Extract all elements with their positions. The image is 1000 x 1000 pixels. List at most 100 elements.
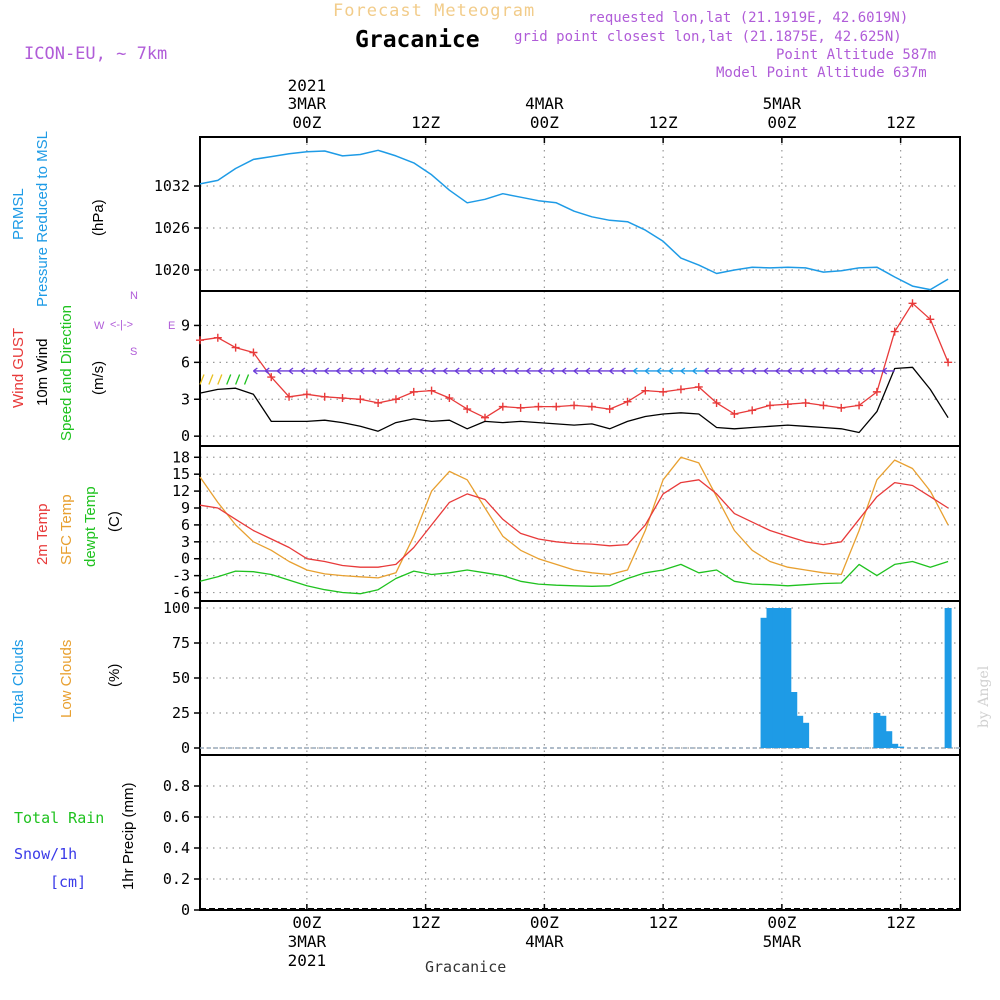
wind-direction-arrow — [431, 367, 444, 375]
compass-s: S — [130, 346, 138, 358]
clouds-unit: (%) — [106, 663, 123, 687]
y-tick-label: 3 — [181, 533, 190, 551]
wind-direction-arrow — [419, 367, 432, 375]
y-tick-label: 1026 — [154, 219, 190, 237]
gust-marker — [801, 398, 810, 407]
date-label-bottom: 5MAR — [763, 932, 802, 951]
pressure-unit: (hPa) — [90, 199, 107, 236]
y-tick-label: 0 — [181, 901, 190, 919]
wind-line — [199, 366, 949, 434]
gust-marker — [570, 401, 579, 410]
gust-marker — [730, 410, 739, 419]
x-tick-label-top: 12Z — [886, 113, 915, 132]
y-tick-label: 15 — [172, 465, 190, 483]
footer-location: Gracanice — [425, 958, 507, 976]
compass-arrows-icon: <-|-> — [110, 319, 134, 331]
x-tick-label-bottom: 00Z — [530, 913, 559, 932]
y-tick-label: 6 — [181, 516, 190, 534]
wind-direction-arrow — [882, 367, 895, 375]
wind-direction-arrow — [478, 367, 491, 375]
gust-marker — [623, 397, 632, 406]
gust-marker — [374, 398, 383, 407]
gust-marker — [926, 315, 935, 324]
gust-marker — [534, 402, 543, 411]
gust-marker — [748, 406, 757, 415]
pressure-label-2: Pressure Reduced to MSL — [34, 131, 51, 307]
wind-direction-arrow — [395, 367, 408, 375]
gust-marker — [338, 394, 347, 403]
dewpt-line — [199, 560, 949, 595]
x-tick-label-bottom: 12Z — [411, 913, 440, 932]
compass-w: W — [94, 320, 105, 332]
cloud-bar — [873, 713, 881, 748]
gust-marker — [837, 403, 846, 412]
panel-frame — [199, 290, 961, 447]
year-label-bottom: 2021 — [288, 951, 327, 970]
gust-marker — [552, 402, 561, 411]
x-tick-label-top: 12Z — [411, 113, 440, 132]
wind-label: 10m Wind — [34, 338, 51, 406]
cloud-bar — [778, 608, 786, 748]
wind-direction-arrow — [716, 367, 729, 375]
panel-frame — [199, 136, 961, 292]
gust-marker — [855, 401, 864, 410]
wind-direction-arrow — [252, 367, 266, 375]
wind-direction-arrow — [407, 367, 420, 375]
y-tick-label: 0 — [181, 739, 190, 757]
gust-marker — [231, 343, 240, 352]
x-tick-label-top: 00Z — [767, 113, 796, 132]
y-tick-label: 25 — [172, 704, 190, 722]
wind-direction-arrow — [549, 367, 563, 375]
y-tick-label: 0.6 — [163, 808, 190, 826]
wind-direction-arrow — [276, 367, 290, 375]
wind-unit: (m/s) — [90, 360, 107, 395]
wind-direction-arrow — [490, 367, 503, 375]
cloud-bar — [885, 731, 893, 748]
wind-direction-arrow — [727, 367, 741, 375]
gust-marker — [587, 402, 596, 411]
gust-marker — [302, 390, 311, 399]
temp-label: 2m Temp — [34, 503, 51, 565]
wind-direction-arrow — [680, 367, 693, 375]
y-tick-label: 1020 — [154, 261, 190, 279]
product-title: Forecast Meteogram — [333, 1, 536, 21]
wind-direction-arrow — [858, 367, 871, 375]
wind-direction-arrow — [454, 367, 468, 375]
wind-direction-arrow — [514, 367, 527, 375]
wind-direction-arrow — [739, 367, 753, 375]
gust-marker — [908, 299, 917, 308]
cloud-bar — [897, 746, 905, 748]
wind-direction-arrow — [288, 367, 301, 375]
wind-direction-arrow — [822, 367, 836, 375]
gust-marker — [944, 358, 953, 367]
date-label-bottom: 3MAR — [288, 932, 327, 951]
y-tick-label: 18 — [172, 448, 190, 466]
total-clouds-label: Total Clouds — [10, 639, 27, 722]
y-tick-label: 6 — [181, 353, 190, 371]
wind-direction-arrow — [537, 367, 551, 375]
wind-direction-arrow — [312, 367, 325, 375]
wind-direction-arrow — [502, 367, 515, 375]
gust-marker — [285, 392, 294, 401]
cloud-bar — [944, 608, 952, 748]
wind-direction-arrow — [870, 367, 883, 375]
precip-label: 1hr Precip (mm) — [120, 782, 137, 890]
wind-direction-arrow — [585, 367, 598, 375]
watermark: by Angel — [976, 665, 992, 728]
wind-direction-arrow — [264, 367, 278, 375]
x-tick-label-top: 00Z — [530, 113, 559, 132]
cloud-bar — [766, 608, 774, 748]
gust-marker — [391, 395, 400, 404]
wind-direction-arrow — [597, 367, 610, 375]
gust-marker — [213, 333, 222, 342]
gust-marker — [427, 386, 436, 395]
cloud-bar — [879, 715, 887, 748]
wind-direction-arrow — [644, 367, 658, 375]
gust-marker — [516, 403, 525, 412]
wind-direction-arrow — [834, 367, 848, 375]
gust-marker — [481, 413, 489, 422]
wind-direction-arrow — [336, 367, 349, 375]
y-tick-label: 0 — [181, 550, 190, 568]
wind-direction-arrow — [621, 367, 634, 375]
wind-direction-arrow — [846, 367, 860, 375]
